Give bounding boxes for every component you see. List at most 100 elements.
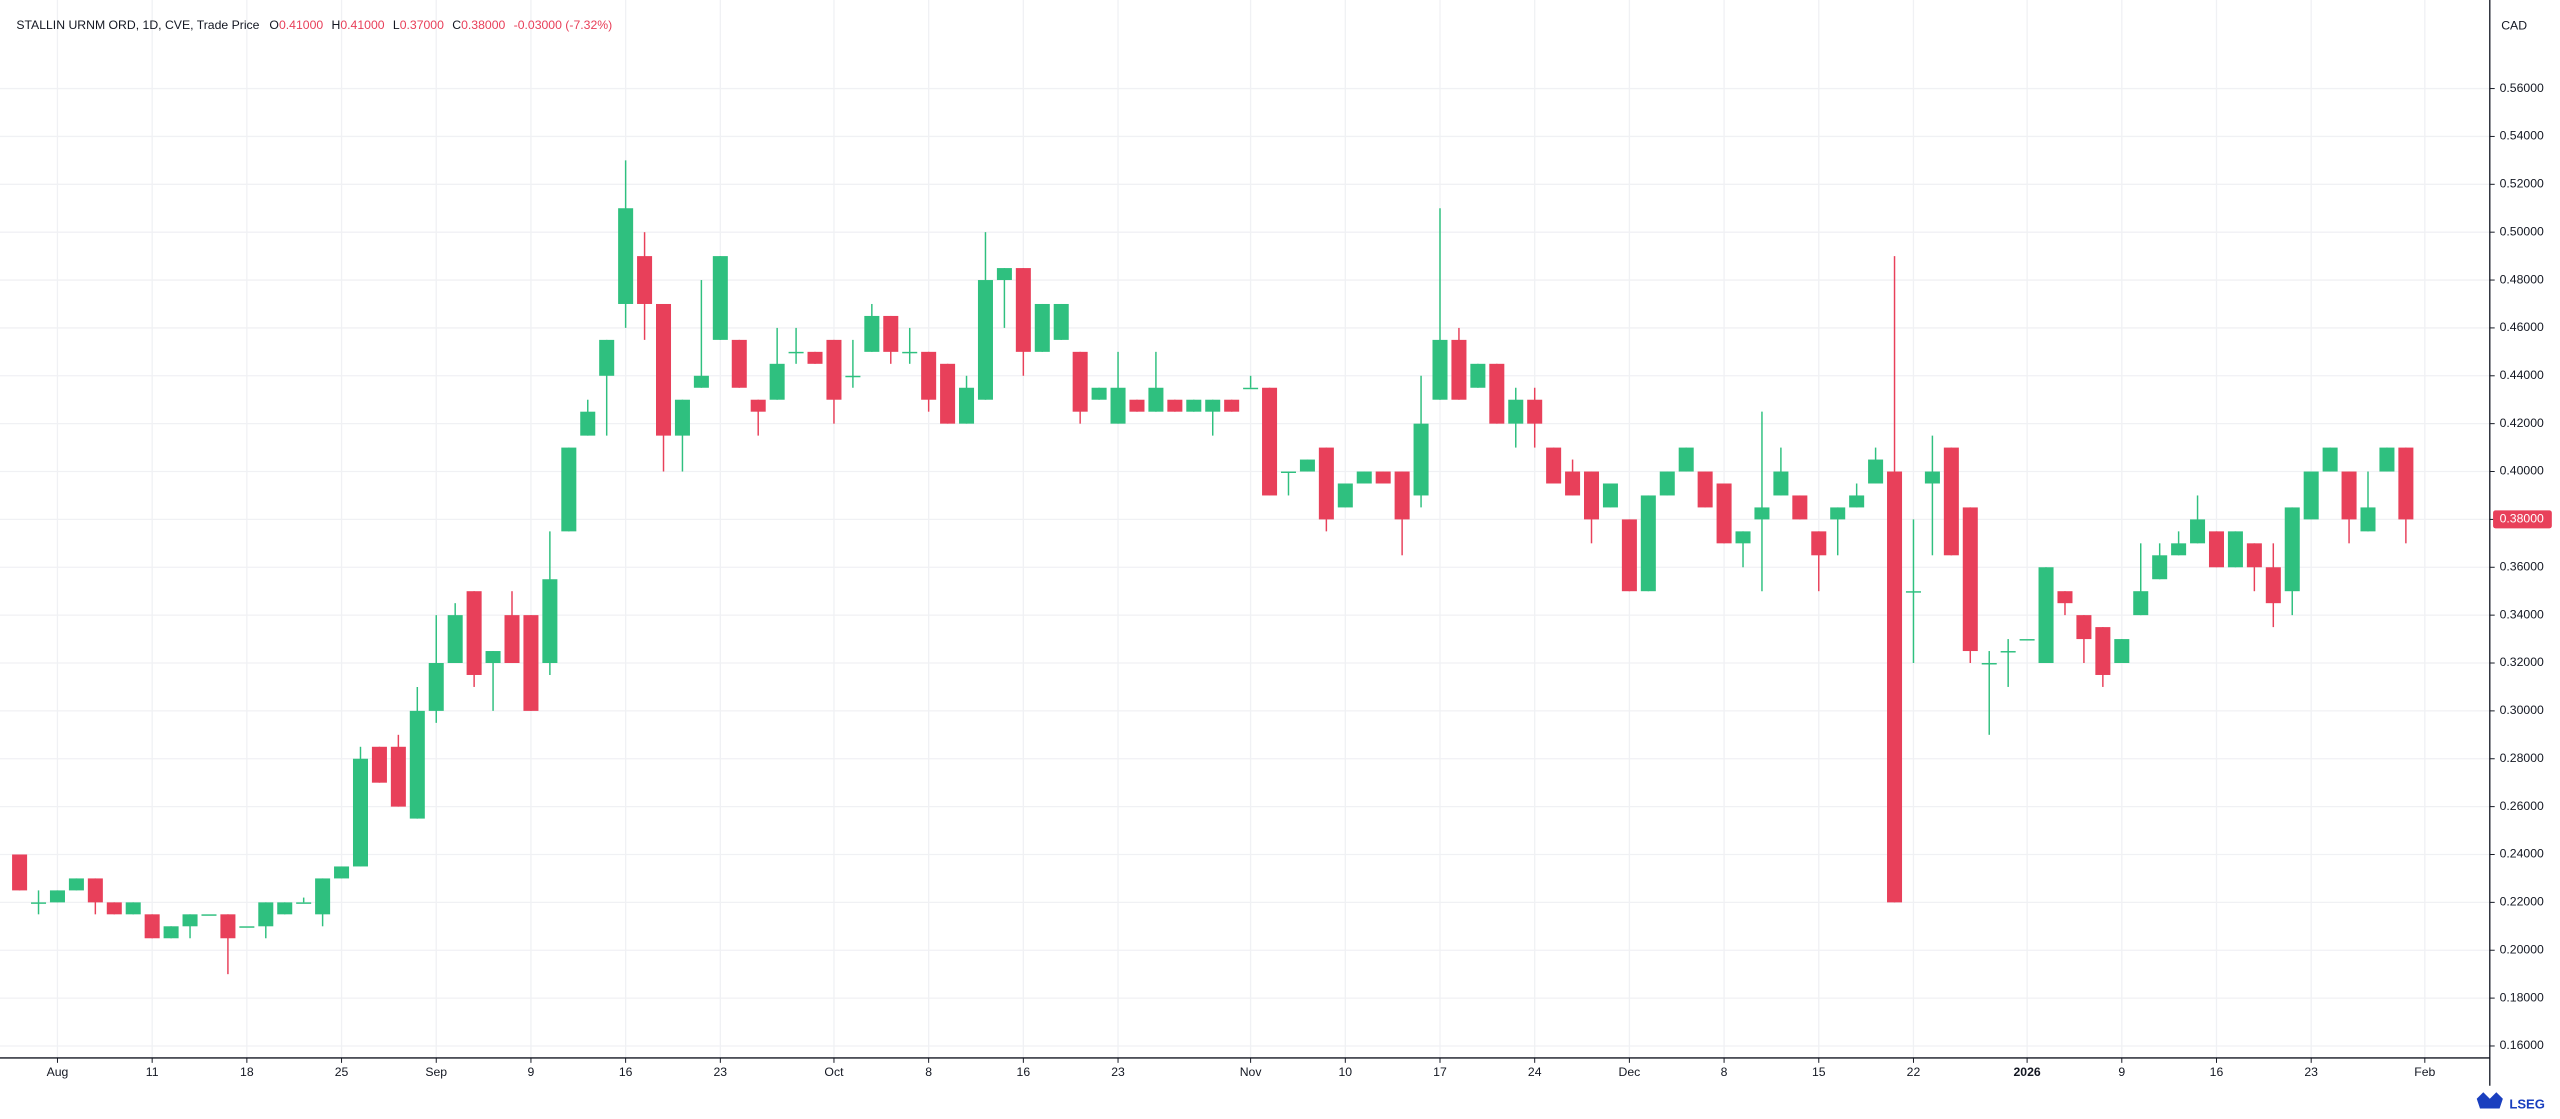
x-tick-label: 9 [528, 1065, 535, 1079]
candle-body [807, 351, 823, 364]
y-tick-label: 0.16000 [2500, 1038, 2544, 1052]
x-tick-label: 16 [1017, 1065, 1031, 1079]
x-tick-label: 2026 [2013, 1065, 2040, 1079]
candle-body [106, 902, 122, 915]
candle-body [239, 926, 255, 928]
candle-body [2265, 567, 2281, 604]
candle-body [87, 878, 103, 903]
ohlc-value: 0.37000 [400, 18, 444, 32]
candle-body [1754, 507, 1770, 520]
candle-body [1773, 471, 1789, 496]
candle-body [1470, 363, 1486, 388]
candle-body [618, 208, 634, 304]
candle-body [1943, 447, 1959, 556]
candle-body [693, 375, 709, 388]
symbol-title: STALLIN URNM ORD, 1D, CVE, Trade Price [16, 18, 259, 32]
y-tick-label: 0.44000 [2500, 368, 2544, 382]
x-tick-label: 11 [146, 1065, 159, 1079]
candle-body [220, 914, 236, 939]
candle-body [447, 615, 463, 664]
y-tick-label: 0.50000 [2500, 224, 2544, 238]
candle-body [371, 746, 387, 783]
candle-body [1981, 663, 1997, 665]
x-tick-label: Nov [1240, 1065, 1263, 1079]
candle-body [1924, 471, 1940, 484]
candle-body [2152, 555, 2168, 580]
candle-body [1697, 471, 1713, 508]
y-tick-label: 0.34000 [2500, 607, 2544, 621]
candle-body [2379, 447, 2395, 472]
candle-body [2284, 507, 2300, 592]
x-tick-label: 23 [1111, 1065, 1125, 1079]
last-price-label: 0.38000 [2500, 512, 2544, 526]
candle-body [1015, 268, 1031, 352]
y-tick-label: 0.46000 [2500, 320, 2544, 334]
y-tick-label: 0.54000 [2500, 129, 2544, 143]
candle-body [1887, 471, 1903, 903]
candle-body [1830, 507, 1846, 520]
ohlc-value: 0.41000 [279, 18, 323, 32]
candle-body [31, 902, 47, 904]
candle-body [1489, 363, 1505, 424]
y-tick-label: 0.40000 [2500, 464, 2544, 478]
candle-body [163, 926, 179, 939]
candle-body [1129, 399, 1145, 412]
candle-body [1205, 399, 1221, 412]
candle-body [1262, 387, 1278, 496]
candle-body [1546, 447, 1562, 484]
candle-body [1318, 447, 1334, 520]
candle-body [315, 878, 331, 915]
candle-body [1678, 447, 1694, 472]
axes: 0.16000 0.18000 0.20000 0.22000 0.24000 0.260… [47, 81, 2552, 1079]
last-price-tag [2493, 510, 2552, 529]
candle-body [996, 268, 1012, 281]
candle-body [390, 746, 406, 807]
candle-body [1091, 387, 1107, 400]
candle-body [2227, 531, 2243, 568]
candle-body [1621, 519, 1637, 592]
x-tick-label: 23 [2304, 1065, 2318, 1079]
x-tick-label: 16 [619, 1065, 633, 1079]
x-tick-label: 15 [1812, 1065, 1826, 1079]
legend-header: STALLIN URNM ORD, 1D, CVE, Trade Price O… [16, 18, 612, 32]
candle-body [2171, 543, 2187, 556]
y-tick-label: 0.26000 [2500, 799, 2544, 813]
candle-body [2398, 447, 2414, 520]
candle-body [277, 902, 293, 915]
candle-body [1356, 471, 1372, 484]
candle-body [1413, 423, 1429, 496]
candle-body [1110, 387, 1126, 424]
candle-body [258, 902, 274, 927]
x-tick-label: Oct [824, 1065, 844, 1079]
candle-body [826, 339, 842, 400]
candle-body [1792, 495, 1808, 520]
candle-body [2322, 447, 2338, 472]
candle-body [1072, 351, 1088, 412]
candle-body [1735, 531, 1751, 544]
x-tick-label: 8 [925, 1065, 932, 1079]
candle-body [144, 914, 160, 939]
candle-body [1394, 471, 1410, 520]
x-tick-label: 18 [240, 1065, 254, 1079]
candle-body [1243, 387, 1259, 390]
x-tick-label: Sep [425, 1065, 447, 1079]
candle-body [2057, 591, 2073, 604]
ohlc-label: C [452, 18, 461, 32]
x-tick-label: 24 [1528, 1065, 1542, 1079]
candle-body [2208, 531, 2224, 568]
x-tick-label: 9 [2118, 1065, 2125, 1079]
candle-body [580, 411, 596, 436]
y-tick-label: 0.42000 [2500, 416, 2544, 430]
candle-body [977, 280, 993, 400]
candle-body [1811, 531, 1827, 556]
candle-body [2303, 471, 2319, 520]
candle-body [1053, 303, 1069, 340]
candle-body [864, 315, 880, 352]
candles [12, 160, 2414, 975]
candle-body [959, 387, 975, 424]
y-tick-label: 0.20000 [2500, 942, 2544, 956]
candle-body [561, 447, 577, 532]
candle-body [902, 351, 918, 354]
candle-body [2246, 543, 2262, 568]
